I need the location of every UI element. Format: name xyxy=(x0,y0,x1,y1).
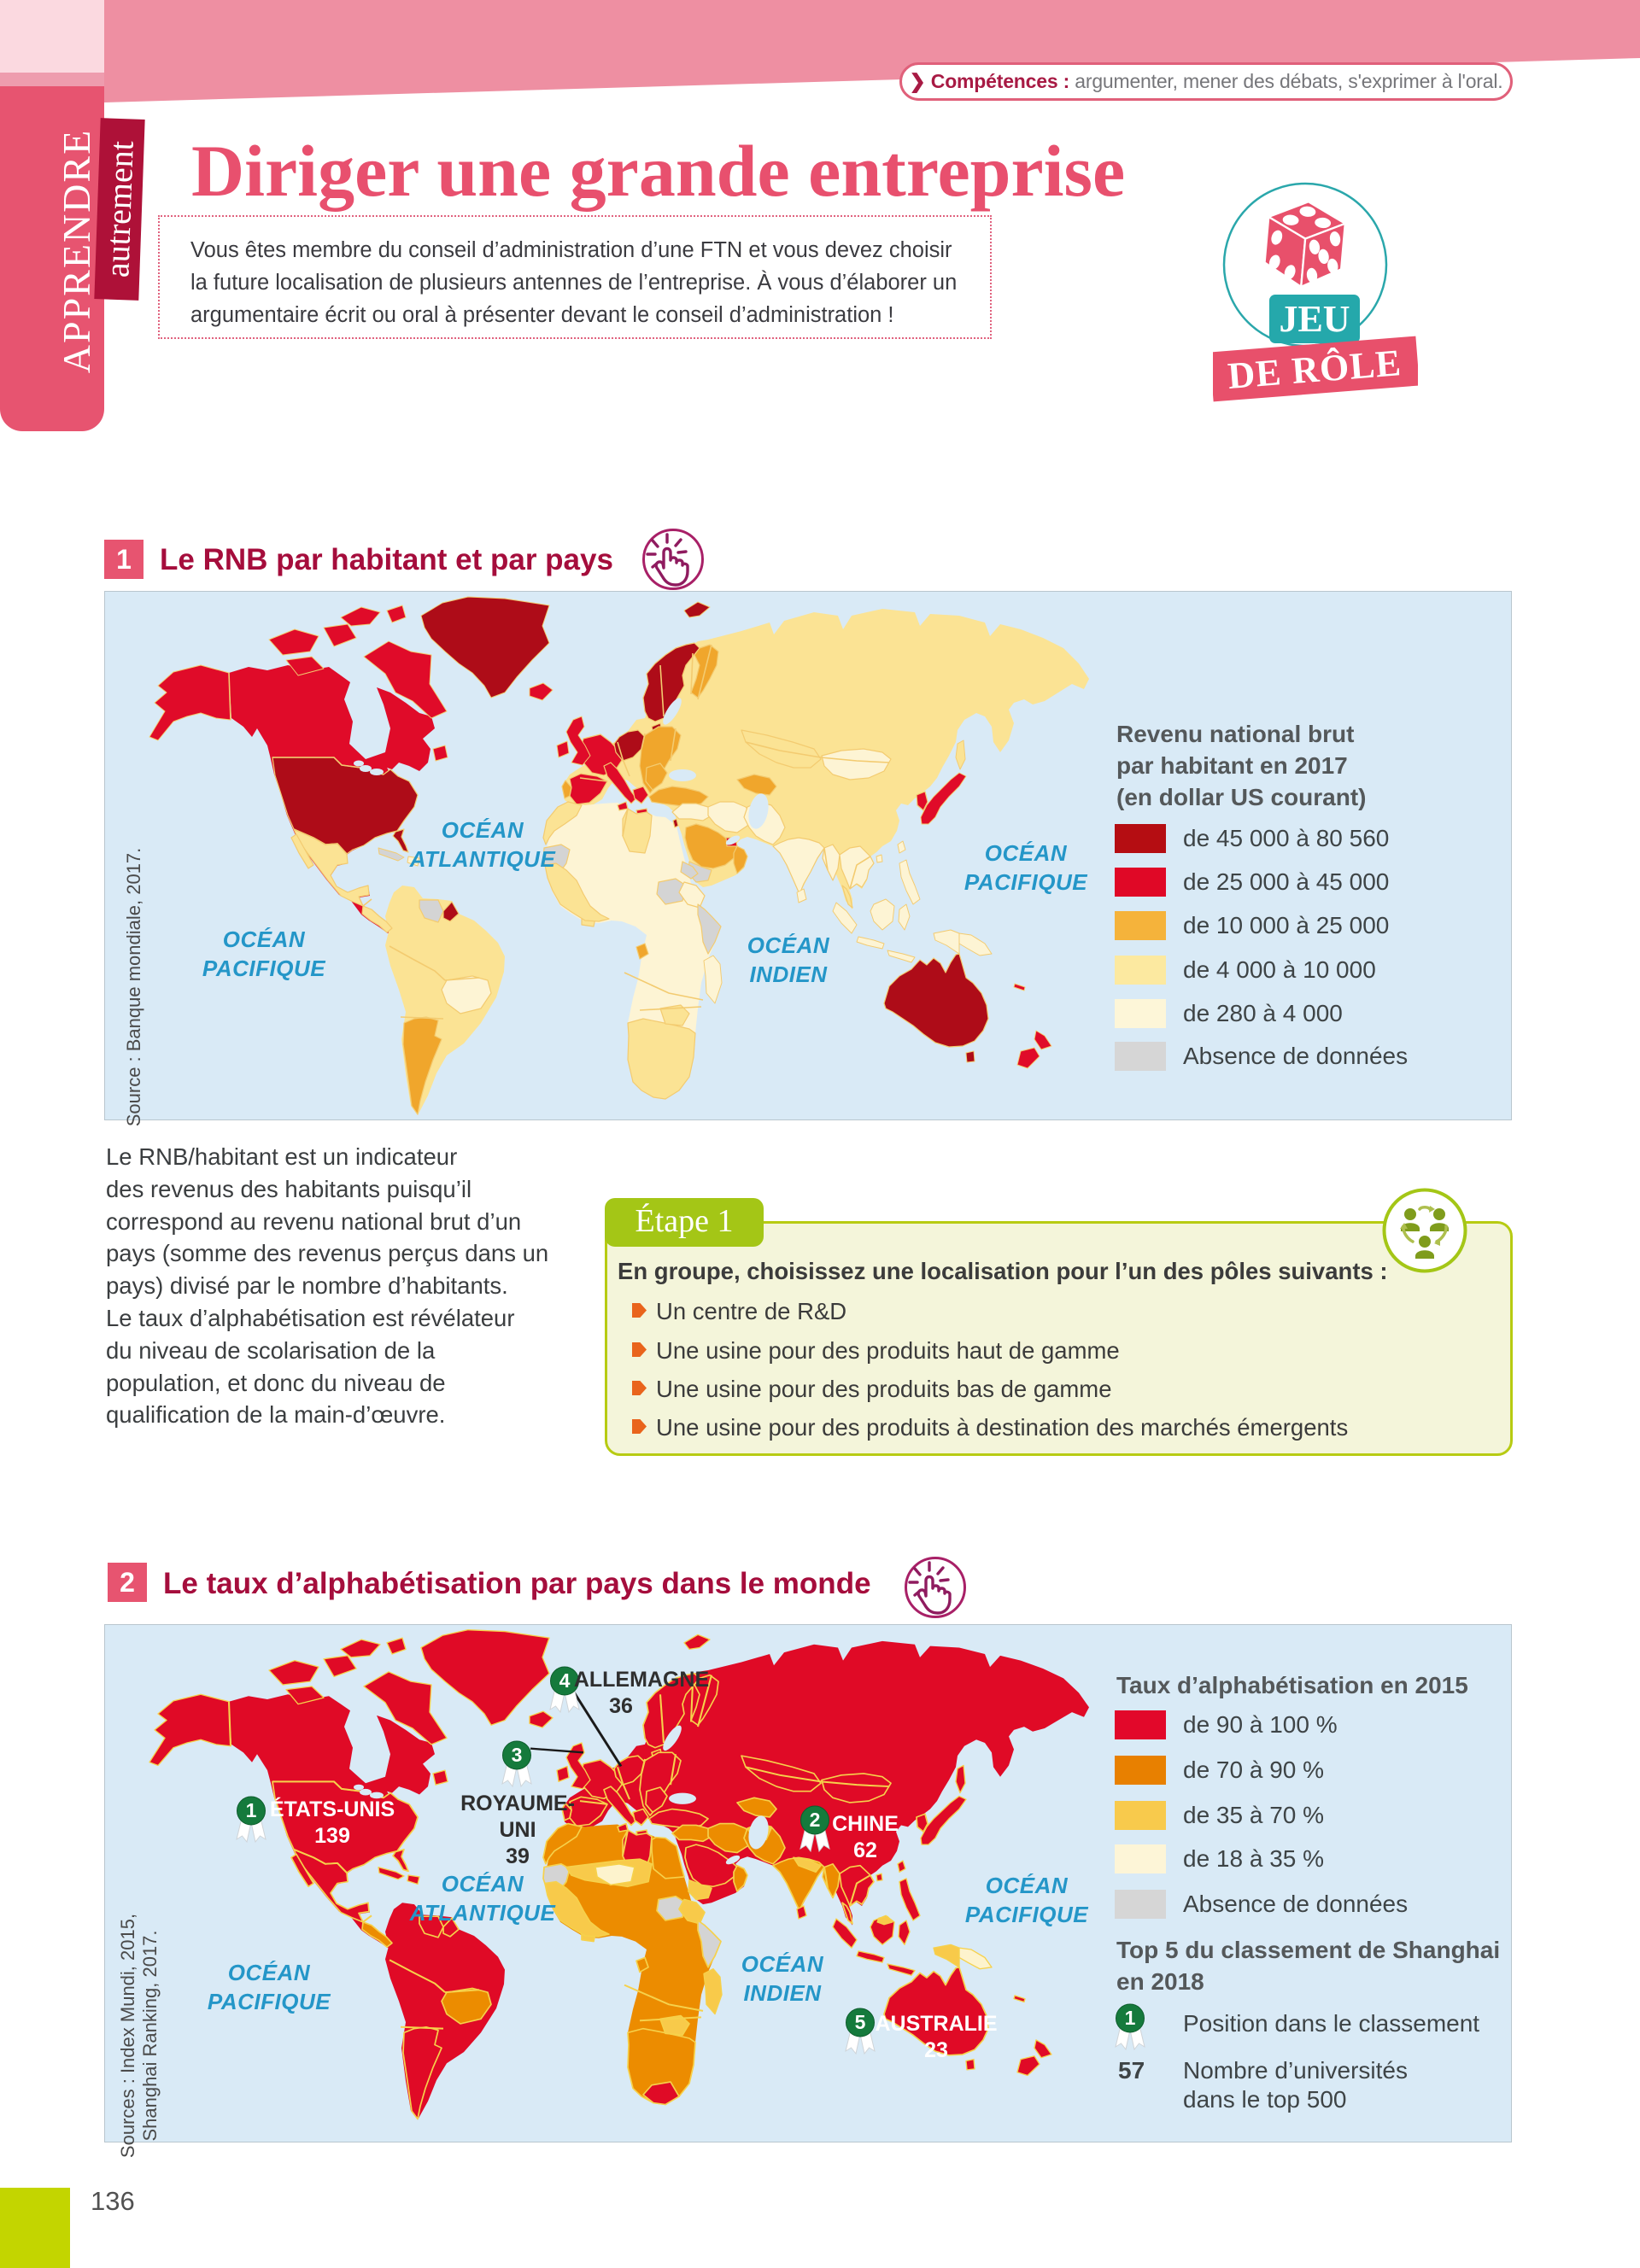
svg-text:3: 3 xyxy=(512,1744,523,1766)
svg-text:4: 4 xyxy=(559,1669,571,1692)
svg-text:1: 1 xyxy=(1125,2007,1136,2029)
svg-text:2: 2 xyxy=(810,1809,821,1831)
svg-text:JEU: JEU xyxy=(1279,298,1350,340)
svg-text:1: 1 xyxy=(246,1799,257,1821)
svg-text:5: 5 xyxy=(855,2011,866,2033)
